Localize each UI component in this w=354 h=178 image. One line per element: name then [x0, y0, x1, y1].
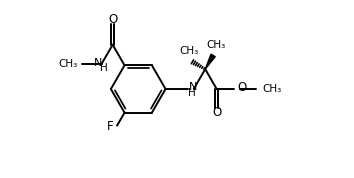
- Text: O: O: [237, 82, 246, 95]
- Text: CH₃: CH₃: [262, 84, 281, 94]
- Text: N: N: [188, 82, 197, 92]
- Text: H: H: [100, 63, 108, 73]
- Text: CH₃: CH₃: [179, 46, 199, 56]
- Polygon shape: [205, 54, 215, 69]
- Text: O: O: [108, 13, 117, 26]
- Text: CH₃: CH₃: [206, 40, 225, 50]
- Text: H: H: [188, 88, 195, 98]
- Text: N: N: [94, 57, 103, 68]
- Text: F: F: [107, 120, 113, 133]
- Text: CH₃: CH₃: [58, 59, 77, 69]
- Text: O: O: [212, 106, 221, 119]
